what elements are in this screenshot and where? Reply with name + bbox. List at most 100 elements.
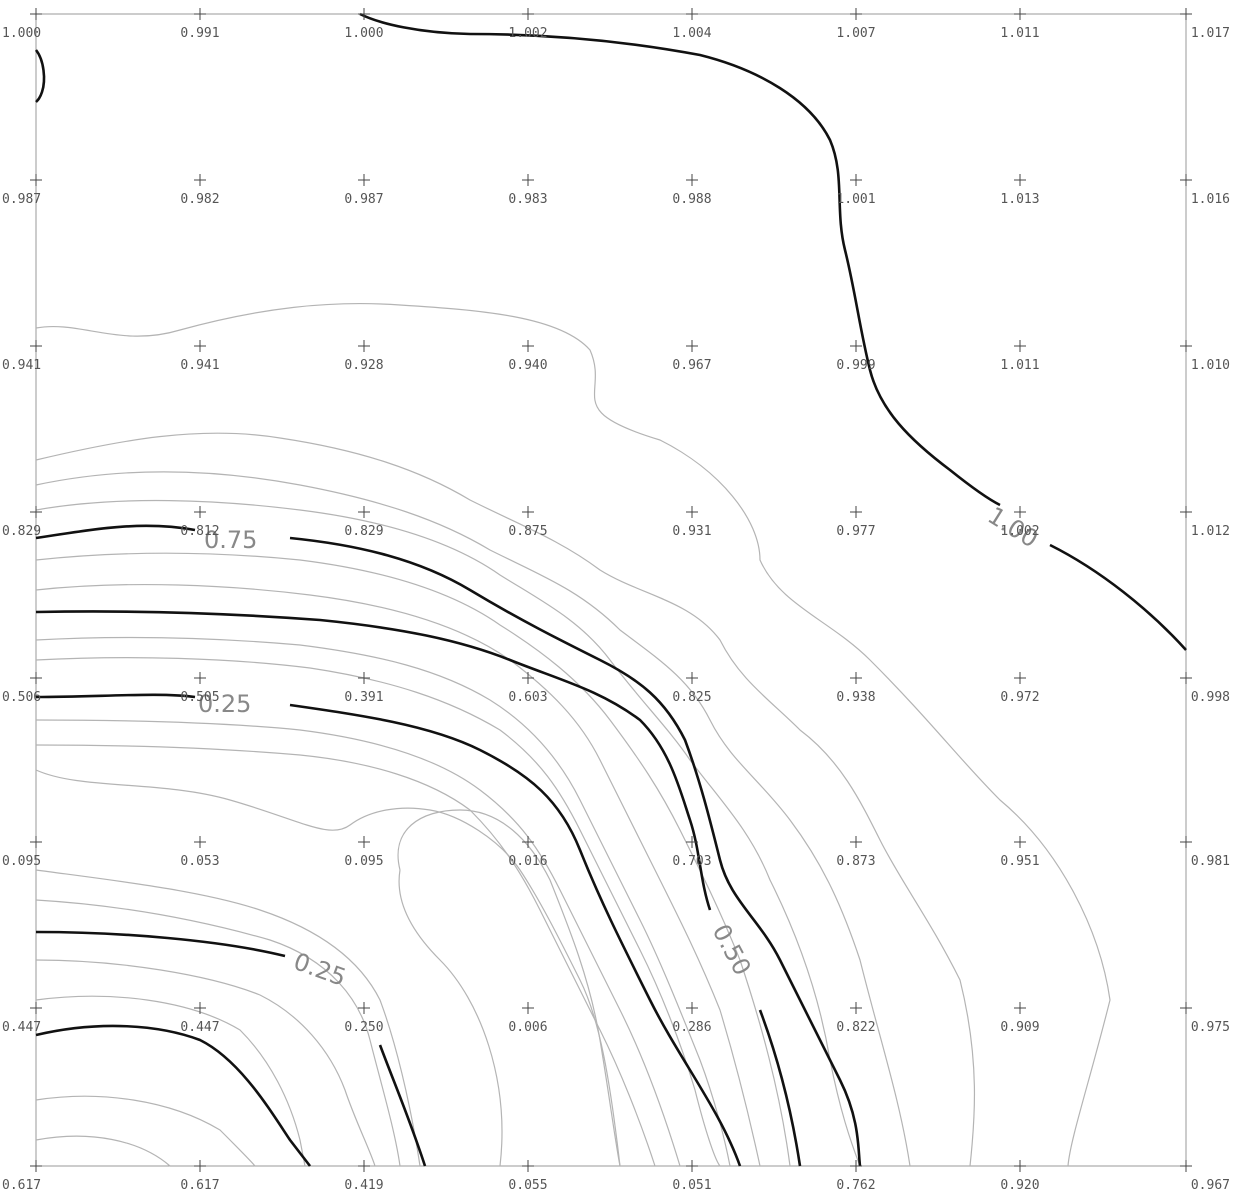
grid-node-marker bbox=[522, 506, 534, 518]
grid-node-marker bbox=[686, 672, 698, 684]
grid-node-value: 1.004 bbox=[672, 26, 711, 41]
grid-node-value: 0.505 bbox=[180, 690, 219, 705]
grid-node-marker bbox=[522, 1002, 534, 1014]
grid-node-marker bbox=[30, 1160, 42, 1172]
grid-node-marker bbox=[850, 1002, 862, 1014]
grid-node-marker bbox=[30, 1002, 42, 1014]
grid-node-marker bbox=[1014, 506, 1026, 518]
grid-node-marker bbox=[194, 1160, 206, 1172]
grid-node-marker bbox=[194, 8, 206, 20]
grid-node-value: 1.001 bbox=[836, 192, 875, 207]
grid-node-value: 0.829 bbox=[2, 524, 41, 539]
grid-node-marker bbox=[1180, 1160, 1192, 1172]
grid-node-value: 1.000 bbox=[344, 26, 383, 41]
grid-node-value: 1.007 bbox=[836, 26, 875, 41]
contour-labels: 1.00 0.75 0.25 0.25 0.50 bbox=[198, 501, 1043, 992]
grid-node-value: 0.603 bbox=[508, 690, 547, 705]
grid-node-value: 0.873 bbox=[836, 854, 875, 869]
grid-node-value: 1.002 bbox=[1000, 524, 1039, 539]
grid-node-value: 0.250 bbox=[344, 1020, 383, 1035]
grid-node-value: 1.002 bbox=[508, 26, 547, 41]
grid-node-marker bbox=[358, 174, 370, 186]
grid-node-value: 0.812 bbox=[180, 524, 219, 539]
grid-node-marker bbox=[194, 506, 206, 518]
grid-node-marker bbox=[1180, 174, 1192, 186]
grid-node-marker bbox=[358, 836, 370, 848]
grid-node-value: 0.286 bbox=[672, 1020, 711, 1035]
grid-node-marker bbox=[1014, 1160, 1026, 1172]
grid-node-marker bbox=[850, 174, 862, 186]
grid-node-marker bbox=[194, 174, 206, 186]
grid-node-value: 0.928 bbox=[344, 358, 383, 373]
grid-node-value: 0.617 bbox=[180, 1178, 219, 1193]
grid-node-marker bbox=[30, 8, 42, 20]
grid-node-marker bbox=[850, 506, 862, 518]
grid-node-marker bbox=[30, 672, 42, 684]
grid-node-value: 0.447 bbox=[180, 1020, 219, 1035]
grid-node-marker bbox=[1180, 672, 1192, 684]
grid-node-value: 0.991 bbox=[180, 26, 219, 41]
grid-node-marker bbox=[686, 174, 698, 186]
grid-node-marker bbox=[358, 506, 370, 518]
grid-node-marker bbox=[1014, 1002, 1026, 1014]
grid-node-value: 0.931 bbox=[672, 524, 711, 539]
grid-node-marker bbox=[194, 340, 206, 352]
grid-node-value: 0.703 bbox=[672, 854, 711, 869]
grid-node-marker bbox=[686, 1002, 698, 1014]
grid-node-value: 0.987 bbox=[344, 192, 383, 207]
grid-node-value: 1.000 bbox=[2, 26, 41, 41]
grid-node-value: 0.940 bbox=[508, 358, 547, 373]
grid-node-value: 0.447 bbox=[2, 1020, 41, 1035]
grid-node-marker bbox=[1180, 1002, 1192, 1014]
grid-node-value: 0.998 bbox=[1191, 690, 1230, 705]
grid-node-marker bbox=[194, 1002, 206, 1014]
thin-contours bbox=[35, 302, 1111, 1167]
grid-node-value: 0.988 bbox=[672, 192, 711, 207]
grid-node-marker bbox=[522, 340, 534, 352]
grid-node-value: 1.012 bbox=[1191, 524, 1230, 539]
grid-node-value: 0.822 bbox=[836, 1020, 875, 1035]
contour-label-0-25-upper: 0.25 bbox=[198, 690, 251, 718]
grid-node-value: 1.017 bbox=[1191, 26, 1230, 41]
grid-node-value: 0.982 bbox=[180, 192, 219, 207]
grid-node-marker bbox=[1014, 174, 1026, 186]
grid-node-marker bbox=[850, 672, 862, 684]
grid-node-value: 1.013 bbox=[1000, 192, 1039, 207]
grid-node-value: 0.983 bbox=[508, 192, 547, 207]
grid-node-value: 0.825 bbox=[672, 690, 711, 705]
thick-contours bbox=[34, 12, 1187, 1167]
grid-node-marker bbox=[1180, 836, 1192, 848]
grid-node-marker bbox=[686, 8, 698, 20]
grid-node-marker bbox=[522, 8, 534, 20]
grid-node-value: 0.051 bbox=[672, 1178, 711, 1193]
grid-node-marker bbox=[686, 340, 698, 352]
grid-node-marker bbox=[850, 8, 862, 20]
grid-node-value: 0.391 bbox=[344, 690, 383, 705]
grid-node-marker bbox=[30, 340, 42, 352]
grid-node-value: 0.972 bbox=[1000, 690, 1039, 705]
grid-node-marker bbox=[1180, 506, 1192, 518]
grid-node-marker bbox=[30, 506, 42, 518]
grid-node-value: 0.875 bbox=[508, 524, 547, 539]
grid-node-value: 0.941 bbox=[2, 358, 41, 373]
contour-label-0-25-lower: 0.25 bbox=[290, 947, 350, 992]
grid-node-marker bbox=[686, 836, 698, 848]
grid-node-value: 0.095 bbox=[2, 854, 41, 869]
grid-node-marker bbox=[358, 1002, 370, 1014]
grid-node-value: 0.006 bbox=[508, 1020, 547, 1035]
grid-node-marker bbox=[1180, 8, 1192, 20]
grid-node-value: 0.095 bbox=[344, 854, 383, 869]
grid-node-marker bbox=[850, 340, 862, 352]
grid-node-marker bbox=[358, 8, 370, 20]
grid-node-value: 0.975 bbox=[1191, 1020, 1230, 1035]
grid-node-marker bbox=[1180, 340, 1192, 352]
grid-node-value: 0.951 bbox=[1000, 854, 1039, 869]
grid-node-marker bbox=[1014, 672, 1026, 684]
grid-node-marker bbox=[1014, 8, 1026, 20]
grid-node-value: 0.941 bbox=[180, 358, 219, 373]
grid-node-marker bbox=[850, 1160, 862, 1172]
grid-node-value: 0.617 bbox=[2, 1178, 41, 1193]
grid-node-value: 0.762 bbox=[836, 1178, 875, 1193]
grid-node-value: 0.016 bbox=[508, 854, 547, 869]
grid-node-marker bbox=[194, 836, 206, 848]
